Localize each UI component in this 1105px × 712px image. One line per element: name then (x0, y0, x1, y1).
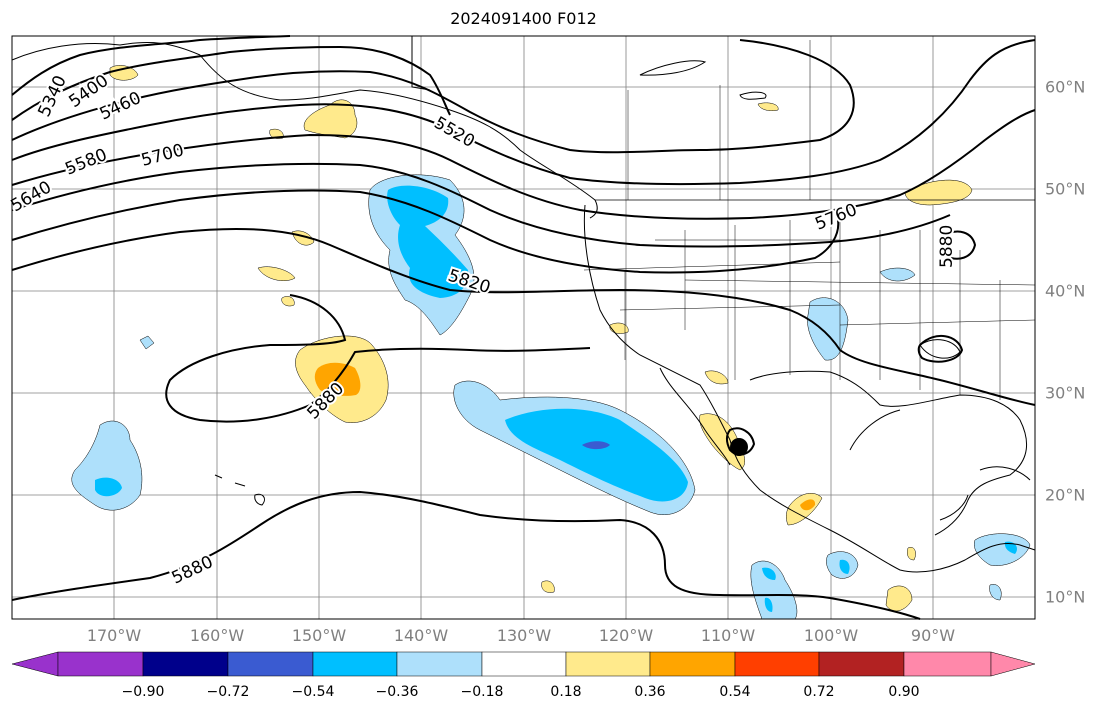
fill-blue (1004, 541, 1017, 554)
map-title: 2024091400 F012 (450, 9, 597, 28)
fill-light-blue (879, 267, 916, 282)
colorbar-segment (649, 651, 736, 677)
fill-blue (764, 597, 773, 612)
fill-yellow (609, 322, 629, 334)
graticule (12, 36, 1035, 619)
longitude-label: 120°W (598, 626, 654, 645)
longitude-label: 160°W (189, 626, 245, 645)
fill-light-blue (750, 560, 798, 620)
latitude-label: 10°N (1045, 587, 1086, 607)
colorbar-tick-label: 0.36 (634, 684, 666, 700)
colorbar-segment (312, 651, 398, 677)
colorbar-segment (481, 651, 567, 677)
fill-yellow (541, 580, 555, 593)
fill-light-blue (989, 584, 1002, 601)
colorbar-segment (903, 651, 992, 677)
latitude-label: 30°N (1045, 383, 1086, 403)
fill-blue (839, 559, 850, 574)
fill-light-blue (807, 297, 849, 361)
fill-yellow (109, 65, 139, 81)
contour-label: 5880 (937, 225, 957, 268)
colorbar-segment (565, 651, 651, 677)
colorbar-tick-label: −0.90 (121, 684, 165, 700)
storm-center-dot (730, 438, 748, 456)
map-background (12, 36, 1035, 619)
colorbar-segment (57, 651, 144, 677)
colorbar-tick-label: 0.90 (888, 684, 920, 700)
colorbar-segment (227, 651, 314, 677)
colorbar-segment (990, 651, 1036, 677)
colorbar-tick-label: −0.36 (375, 684, 419, 700)
fill-yellow (257, 266, 296, 281)
fill-yellow (704, 370, 729, 385)
latitude-label: 60°N (1045, 77, 1086, 97)
latitude-label: 20°N (1045, 485, 1086, 505)
longitude-label: 100°W (803, 626, 859, 645)
fill-blue (762, 567, 776, 580)
colorbar-segment (396, 651, 483, 677)
colorbar-segment (142, 651, 229, 677)
fill-yellow (281, 296, 295, 307)
colorbar-tick-label: 0.72 (803, 684, 835, 700)
fill-light-blue (139, 335, 155, 350)
fill-blue (95, 477, 122, 497)
fill-blue (387, 185, 469, 298)
fill-blue (505, 408, 688, 502)
fill-yellow (757, 102, 779, 111)
colorbar-segment (734, 651, 820, 677)
fill-yellow (907, 547, 916, 561)
fill-yellow (699, 413, 745, 471)
longitude-label: 140°W (393, 626, 449, 645)
longitude-label: 130°W (496, 626, 552, 645)
colorbar (11, 651, 1036, 677)
colorbar-tick-label: −0.72 (206, 684, 250, 700)
colorbar-tick-label: 0.54 (719, 684, 751, 700)
fill-medium-blue (582, 441, 610, 450)
colorbar-tick-label: −0.54 (291, 684, 335, 700)
longitude-label: 110°W (700, 626, 756, 645)
map-frame (11, 35, 1036, 620)
longitude-label: 90°W (910, 626, 956, 645)
longitude-label: 170°W (86, 626, 142, 645)
height-contours (11, 35, 1036, 620)
latitude-label: 50°N (1045, 179, 1086, 199)
shaded-fields (71, 65, 1031, 620)
fill-orange (800, 499, 816, 511)
colorbar-tick-label: 0.18 (550, 684, 582, 700)
fill-light-blue (71, 420, 143, 511)
colorbar-segment (11, 651, 59, 677)
latitude-label: 40°N (1045, 281, 1086, 301)
colorbar-segment (818, 651, 905, 677)
longitude-label: 150°W (291, 626, 347, 645)
colorbar-tick-label: −0.18 (460, 684, 504, 700)
fill-yellow (885, 585, 913, 612)
